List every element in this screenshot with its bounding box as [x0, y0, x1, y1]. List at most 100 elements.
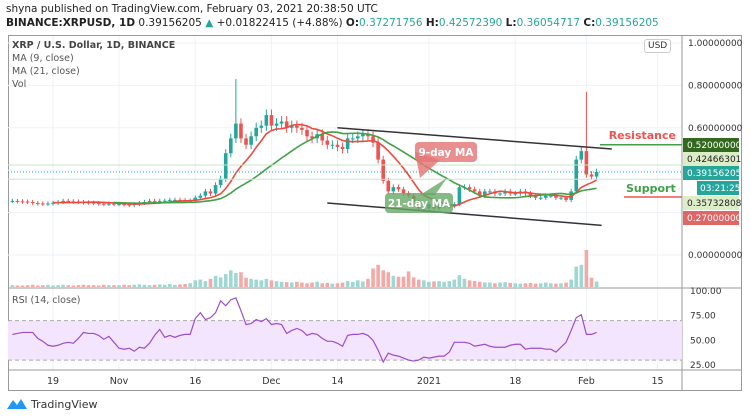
candle-body	[244, 138, 248, 145]
volume-bar	[325, 282, 330, 287]
candle-body	[594, 171, 599, 177]
candle-body	[528, 193, 533, 196]
volume-bar	[81, 284, 86, 287]
ma21-callout-text: 21-day MA	[388, 198, 451, 210]
candle-body	[102, 203, 106, 205]
legend-rsi[interactable]: RSI (14, close)	[12, 295, 81, 306]
candle-body	[391, 187, 396, 192]
candle-body	[259, 125, 264, 128]
ma21-callout-pointer	[420, 178, 447, 195]
volume-bar	[239, 272, 243, 287]
volume-bar	[437, 281, 441, 287]
price-label-bg	[683, 196, 739, 210]
volume-bar	[188, 283, 192, 287]
currency-button[interactable]: USD	[644, 39, 672, 53]
volume-bar	[589, 277, 594, 287]
candle-body	[320, 134, 325, 141]
rsi-tick: 50.00	[690, 336, 716, 346]
volume-bar	[137, 284, 142, 287]
candle-body	[381, 159, 385, 181]
candle-body	[218, 178, 223, 186]
volume-bar	[244, 277, 248, 287]
candle-body	[122, 204, 126, 206]
volume-bar	[305, 283, 309, 287]
volume-bar	[122, 284, 126, 287]
candle-body	[533, 195, 538, 198]
candle-body	[513, 193, 518, 195]
candle-body	[543, 195, 548, 198]
volume-bar	[10, 285, 15, 287]
time-tick: Feb	[578, 376, 595, 387]
volume-bar	[274, 281, 279, 287]
candle-body	[51, 202, 55, 204]
volume-bar	[447, 281, 452, 287]
legend-vol[interactable]: Vol	[12, 79, 27, 90]
volume-bar	[381, 270, 385, 287]
volume-bar	[483, 282, 487, 287]
candle-body	[498, 193, 502, 195]
volume-bar	[452, 279, 457, 287]
legend-ma9[interactable]: MA (9, close)	[12, 53, 74, 64]
price-label-bg	[683, 166, 739, 180]
tradingview-logo[interactable]: TradingView	[6, 397, 97, 411]
tradingview-logo-icon	[7, 399, 27, 409]
candle-body	[152, 200, 157, 202]
volume-bar	[173, 284, 177, 287]
volume-bar	[25, 285, 30, 287]
candle-body	[112, 203, 116, 205]
candle-body	[107, 203, 111, 205]
volume-bar	[310, 282, 314, 287]
candle-body	[279, 121, 284, 124]
volume-bar	[102, 284, 106, 287]
volume-bar	[543, 282, 548, 287]
volume-bar	[391, 275, 396, 287]
candle-body	[472, 189, 477, 192]
volume-bar	[345, 281, 350, 287]
candle-body	[477, 191, 482, 196]
volume-bar	[513, 283, 518, 287]
price-tick: 1.00000000	[688, 39, 743, 49]
volume-bar	[315, 281, 319, 287]
rsi-line	[12, 297, 597, 364]
volume-bar	[15, 285, 20, 287]
candle-body	[15, 200, 20, 202]
candle-body	[229, 138, 233, 154]
candle-body	[223, 153, 228, 179]
volume-bar	[361, 281, 365, 287]
candle-body	[25, 201, 30, 203]
trendline	[327, 202, 602, 227]
candle-body	[10, 200, 15, 202]
candle-body	[574, 159, 579, 192]
volume-bar	[234, 272, 238, 287]
candle-body	[457, 187, 462, 205]
legend-ma21[interactable]: MA (21, close)	[12, 66, 80, 77]
countdown-bg	[697, 181, 739, 195]
candle-body	[335, 144, 340, 147]
volume-bar	[147, 285, 152, 287]
candle-body	[117, 204, 121, 206]
volume-bar	[183, 284, 187, 287]
candle-body	[396, 187, 401, 190]
candle-body	[203, 191, 208, 196]
candle-body	[356, 136, 360, 139]
close-value: 0.39156205	[595, 17, 659, 29]
volume-bar	[20, 285, 25, 287]
volume-bar	[350, 281, 355, 287]
candle-body	[173, 199, 177, 201]
volume-bar	[198, 279, 203, 287]
volume-bar	[208, 278, 213, 287]
volume-bar	[249, 278, 253, 287]
volume-bar	[96, 285, 101, 287]
volume-bar	[442, 281, 446, 287]
brand-name: TradingView	[31, 397, 98, 411]
volume-bar	[584, 250, 589, 287]
time-tick: 18	[509, 376, 521, 387]
volume-bar	[157, 284, 162, 287]
rsi-tick: 75.00	[690, 312, 716, 322]
volume-bar	[71, 285, 76, 287]
volume-bar	[406, 271, 411, 287]
price-label-resistance: 0.52000000	[687, 141, 742, 151]
change: +0.01822415 (+4.88%)	[216, 17, 343, 29]
candle-body	[538, 197, 543, 199]
